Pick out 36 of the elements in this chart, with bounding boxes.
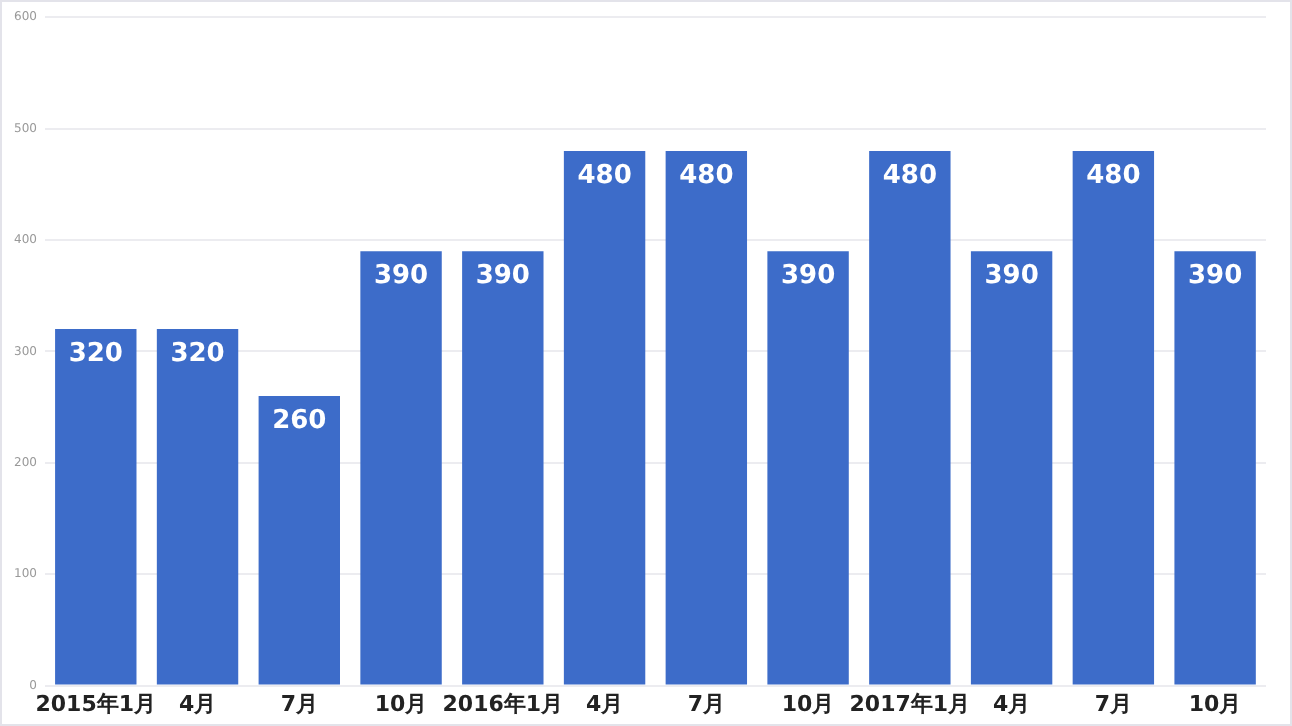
x-tick-label: 10月	[1188, 690, 1242, 717]
bar	[462, 251, 544, 685]
x-tick-label: 2017年1月	[849, 690, 971, 717]
x-tick-label: 4月	[178, 690, 217, 717]
x-tick-label: 10月	[781, 690, 835, 717]
bar	[970, 251, 1053, 685]
data-label: 320	[68, 338, 123, 369]
bar	[563, 150, 646, 685]
bar	[869, 150, 951, 685]
bar	[665, 150, 748, 685]
data-label: 320	[170, 338, 225, 369]
data-label: 480	[679, 160, 734, 191]
x-tick-label: 2016年1月	[442, 690, 564, 717]
x-tick-label: 2015年1月	[35, 690, 157, 717]
x-tick-label: 10月	[374, 690, 428, 717]
data-label: 390	[984, 260, 1039, 291]
bar	[360, 251, 442, 685]
x-tick-label: 7月	[280, 690, 318, 717]
data-label: 480	[882, 160, 937, 191]
bar	[1174, 251, 1256, 685]
bar	[767, 251, 849, 685]
bar	[258, 395, 340, 685]
bar	[55, 329, 137, 685]
x-tick-label: 7月	[1094, 690, 1133, 717]
data-label: 390	[475, 260, 530, 291]
data-label: 390	[780, 260, 836, 291]
data-label: 480	[577, 160, 632, 191]
x-tick-label: 4月	[992, 690, 1031, 717]
bar	[1072, 150, 1155, 685]
bar	[156, 329, 239, 685]
x-tick-label: 7月	[687, 690, 725, 717]
data-label: 390	[373, 260, 429, 291]
x-tick-label: 4月	[585, 690, 624, 717]
data-label: 260	[272, 405, 327, 436]
data-label: 390	[1187, 260, 1243, 291]
data-label: 480	[1086, 160, 1141, 191]
